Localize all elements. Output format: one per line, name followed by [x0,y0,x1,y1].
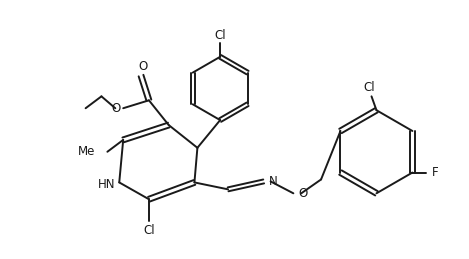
Text: Cl: Cl [214,28,226,41]
Text: O: O [111,102,120,115]
Text: N: N [269,175,277,188]
Text: O: O [298,187,308,200]
Text: Cl: Cl [364,81,375,94]
Text: HN: HN [98,178,115,191]
Text: O: O [138,60,148,73]
Text: Cl: Cl [143,224,155,238]
Text: F: F [432,166,439,179]
Text: Me: Me [78,145,96,158]
